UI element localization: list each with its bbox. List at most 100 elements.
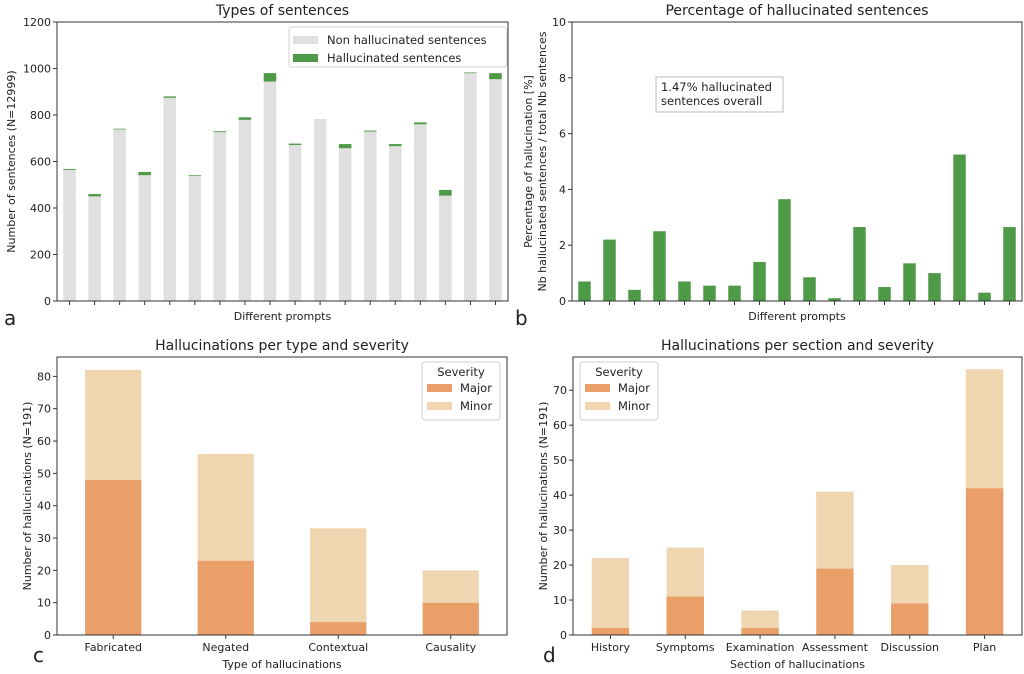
bar-percentage-of-hallucinated-sentences [678,281,691,301]
y-tick-label: 30 [37,532,51,545]
bar-percentage-of-hallucinated-sentences [778,199,791,301]
bar-hallucinated-sentences [288,143,302,145]
y-tick-label: 70 [37,403,51,416]
bar-non-hallucinated-sentences [213,132,227,301]
y-tick-label: 0 [44,629,51,642]
legend-label: Minor [460,399,492,413]
bar-minor [741,610,779,629]
bar-percentage-of-hallucinated-sentences [603,239,616,301]
y-tick-label: 10 [553,594,567,607]
x-tick-label: Symptoms [656,641,715,654]
y-tick-label: 50 [553,454,567,467]
bar-percentage-of-hallucinated-sentences [728,285,741,301]
bar-hallucinated-sentences [63,168,76,170]
bar-non-hallucinated-sentences [363,131,377,301]
bar-minor [666,547,704,597]
bar-major [85,479,142,635]
y-tick-label: 40 [37,500,51,513]
x-tick-label: Contextual [308,641,368,654]
panel-label: c [33,643,44,667]
bar-percentage-of-hallucinated-sentences [903,263,916,301]
y-tick-label: 20 [553,559,567,572]
bar-major [422,602,479,635]
bar-non-hallucinated-sentences [138,175,151,301]
bar-minor [422,570,479,603]
y-tick-label: 60 [37,435,51,448]
bar-non-hallucinated-sentences [163,97,177,301]
legend-title: Severity [437,365,485,379]
bar-percentage-of-hallucinated-sentences [703,285,716,301]
y-tick-label: 30 [553,524,567,537]
bar-percentage-of-hallucinated-sentences [878,287,891,301]
bar-non-hallucinated-sentences [489,79,502,301]
bar-hallucinated-sentences [439,189,452,196]
panel-label: d [543,643,556,667]
bar-non-hallucinated-sentences [113,129,126,301]
bar-minor [591,558,630,629]
bar-major [666,596,704,635]
bar-non-hallucinated-sentences [414,124,427,301]
y-tick-label: 50 [37,467,51,480]
y-tick-label: 0 [560,629,567,642]
y-tick-label: 4 [559,183,566,196]
y-tick-label: 40 [553,489,567,502]
bar-hallucinated-sentences [263,73,277,82]
y-tick-label: 70 [553,384,567,397]
y-tick-label: 200 [30,249,51,262]
bar-major [591,628,630,635]
chart-a: Types of sentences 0 200 400 600 800 1000 1200 D… [4,3,509,330]
x-tick-label: History [591,641,631,654]
y-axis-label: Number of hallucinations (N=191) [21,402,34,591]
y-tick-label: 10 [552,16,566,29]
legend-swatch [427,402,452,410]
legend: Non hallucinated sentences Hallucinated s… [288,26,508,68]
y-tick-label: 60 [553,419,567,432]
x-tick-label: Causality [425,641,476,654]
legend-label: Non hallucinated sentences [327,33,487,47]
legend-swatch [293,36,318,44]
bar-hallucinated-sentences [88,194,101,197]
y-tick-label: 8 [559,72,566,85]
bar-hallucinated-sentences [338,144,352,149]
y-tick-label: 0 [44,295,51,308]
legend-label: Major [460,381,492,395]
y-tick-label: 1200 [23,16,51,29]
bar-percentage-of-hallucinated-sentences [928,273,941,301]
bar-minor [197,453,254,561]
y-axis-label: Number of sentences (N=12999) [5,70,18,252]
legend-box [288,26,508,68]
panel-label: b [515,306,528,330]
chart-title: Hallucinations per section and severity [661,338,934,354]
x-axis-label: Type of hallucinations [221,658,342,671]
bar-hallucinated-sentences [188,174,202,176]
bar-hallucinated-sentences [489,73,502,80]
bar-percentage-of-hallucinated-sentences [1003,227,1016,301]
annotation-text: 1.47% hallucinated [661,80,772,94]
x-tick-label: Fabricated [85,641,142,654]
bar-hallucinated-sentences [138,171,151,176]
chart-title: Hallucinations per type and severity [155,338,409,354]
bar-percentage-of-hallucinated-sentences [753,261,766,301]
bar-hallucinated-sentences [464,72,477,74]
chart-d: Hallucinations per section and severity 0… [537,338,1023,671]
legend-label: Minor [618,399,650,413]
y-axis-label: Percentage of hallucination [%] [522,75,535,248]
legend-swatch [293,54,318,62]
bar-non-hallucinated-sentences [338,148,352,301]
y-tick-label: 600 [30,156,51,169]
bar-non-hallucinated-sentences [464,73,477,302]
bar-percentage-of-hallucinated-sentences [803,277,816,301]
y-tick-label: 2 [559,239,566,252]
legend-swatch [585,402,610,410]
x-axis-label: Different prompts [748,310,846,323]
y-tick-label: 400 [30,202,51,215]
bar-non-hallucinated-sentences [188,175,202,301]
bar-minor [816,491,854,569]
y-axis-label: Number of hallucinations (N=191) [537,402,550,591]
x-tick-label: Discussion [881,641,940,654]
bar-percentage-of-hallucinated-sentences [978,292,991,301]
y-tick-label: 10 [37,597,51,610]
bar-non-hallucinated-sentences [263,81,277,302]
bar-non-hallucinated-sentences [238,119,252,301]
chart-c: Hallucinations per type and severity 0 10 2… [21,338,508,671]
